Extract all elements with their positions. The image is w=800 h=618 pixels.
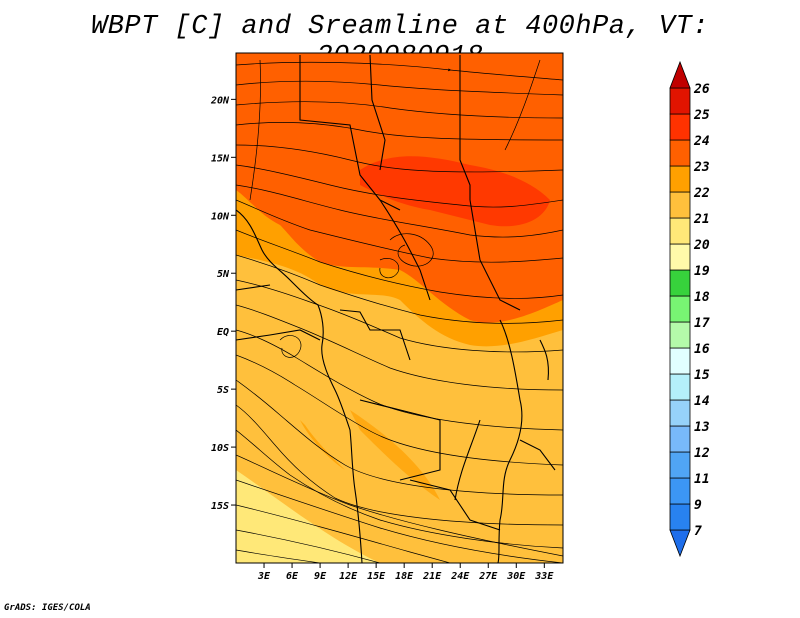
colorbar-label: 25 — [693, 108, 710, 123]
wbpt-contour-21-22-south — [300, 420, 345, 470]
colorbar-segment — [669, 373, 691, 401]
colorbar-label: 13 — [694, 420, 710, 435]
colorbar-segment — [669, 139, 691, 167]
colorbar-segment — [669, 503, 691, 531]
streamlines — [236, 59, 563, 563]
colorbar-label: 15 — [694, 368, 710, 383]
lat-tick-label: 10N — [211, 211, 230, 222]
lat-tick-label: 10S — [211, 443, 229, 454]
lat-tick-label: 15S — [211, 501, 229, 512]
lon-tick-label: 15E — [367, 571, 386, 582]
country-borders — [236, 54, 556, 563]
colorbar-label: 17 — [694, 316, 710, 331]
longitude-axis: 3E 6E 9E 12E 15E 18E 21E 24E 27E 30E 33E — [257, 563, 554, 582]
colorbar-segment — [669, 191, 691, 219]
colorbar-label: 19 — [694, 264, 710, 279]
colorbar-segment — [669, 165, 691, 193]
lat-tick-label: 5S — [217, 385, 229, 396]
lon-tick-label: 9E — [314, 571, 327, 582]
grads-credit: GrADS: IGES/COLA — [4, 603, 91, 613]
colorbar-label: 18 — [694, 290, 710, 305]
colorbar-segment — [669, 399, 691, 427]
wbpt-contour-23-24 — [360, 156, 550, 227]
colorbar-label: 11 — [694, 472, 710, 487]
colorbar-segment — [669, 217, 691, 245]
lon-tick-label: 3E — [257, 571, 271, 582]
colorbar-segment — [669, 451, 691, 479]
lon-tick-label: 21E — [422, 571, 442, 582]
colorbar-segment — [669, 113, 691, 141]
colorbar-segment — [669, 87, 691, 115]
lon-tick-label: 30E — [506, 571, 526, 582]
colorbar-label: 14 — [694, 394, 710, 409]
map-panel — [236, 53, 563, 563]
lat-tick-label: 5N — [217, 269, 230, 280]
colorbar-segment — [669, 477, 691, 505]
colorbar-label: 7 — [694, 524, 702, 539]
colorbar-label: 24 — [693, 134, 710, 149]
lat-tick-label: 20N — [210, 95, 230, 106]
lon-tick-label: 33E — [534, 571, 554, 582]
colorbar-label: 20 — [693, 238, 710, 253]
colorbar-label: 22 — [693, 186, 710, 201]
colorbar-segment — [669, 269, 691, 297]
colorbar-label: 26 — [693, 82, 710, 97]
wbpt-contour-20-21 — [236, 470, 380, 563]
lon-tick-label: 27E — [478, 571, 498, 582]
colorbar-label: 16 — [694, 342, 710, 357]
colorbar-segment — [669, 425, 691, 453]
colorbar-segment — [669, 347, 691, 375]
lon-tick-label: 6E — [286, 571, 299, 582]
lat-tick-label: 15N — [211, 153, 230, 164]
colorbar-label: 12 — [694, 446, 710, 461]
colorbar-segment — [669, 243, 691, 271]
colorbar-label: 23 — [693, 160, 710, 175]
colorbar: 7 9 11 12 13 14 15 16 17 18 19 20 21 22 23 24 25 26 — [669, 60, 710, 558]
latitude-axis: 20N 15N 10N 5N EQ 5S 10S 15S — [210, 95, 236, 512]
lat-tick-label: EQ — [217, 327, 229, 338]
map-frame — [235, 52, 564, 564]
colorbar-segment — [669, 321, 691, 349]
colorbar-segment — [669, 60, 691, 89]
lon-tick-label: 12E — [339, 571, 358, 582]
colorbar-segment — [669, 295, 691, 323]
colorbar-segment — [669, 529, 691, 558]
lon-tick-label: 18E — [395, 571, 414, 582]
colorbar-label: 21 — [693, 212, 710, 227]
lon-tick-label: 24E — [450, 571, 470, 582]
colorbar-label: 9 — [694, 498, 702, 513]
